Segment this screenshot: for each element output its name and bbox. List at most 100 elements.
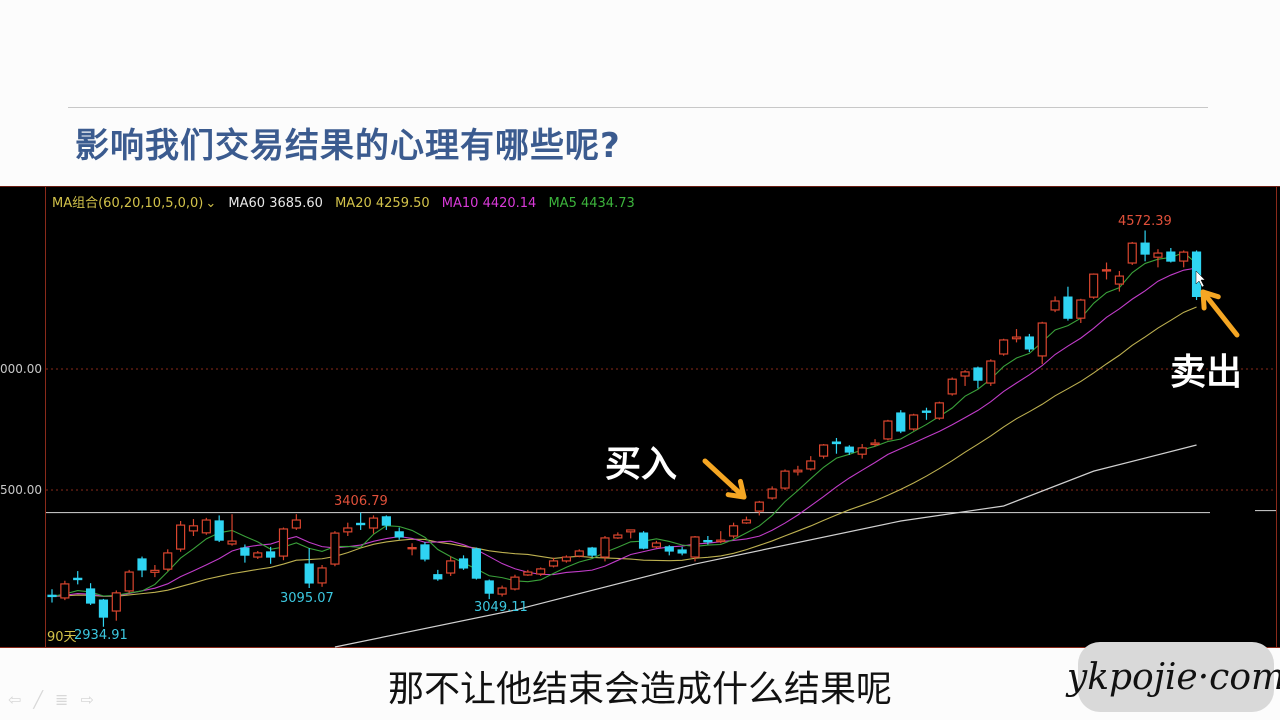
- candle-body: [291, 519, 301, 529]
- candle: [960, 370, 970, 386]
- candle: [47, 589, 57, 603]
- candle: [407, 543, 417, 556]
- candle: [137, 556, 147, 578]
- candle-body: [536, 568, 546, 575]
- candle-body: [446, 560, 456, 574]
- candle: [227, 514, 237, 546]
- ma5-line: [51, 252, 1197, 598]
- arrow-right-icon[interactable]: ⇨: [80, 690, 94, 709]
- candle-body: [1063, 296, 1073, 319]
- candle-body: [510, 576, 520, 590]
- candle-body: [986, 360, 996, 384]
- chevron-down-icon[interactable]: ⌄: [205, 196, 217, 211]
- candle-body: [1101, 269, 1112, 272]
- candle: [986, 359, 996, 386]
- candle: [703, 535, 713, 545]
- candle-body: [741, 519, 752, 524]
- candle: [780, 469, 790, 491]
- candle-body: [793, 469, 803, 473]
- y-tick-label: 500.00: [0, 483, 42, 497]
- candle: [536, 567, 546, 576]
- candle-body: [728, 525, 739, 537]
- candle-body: [780, 470, 790, 489]
- candle-body: [1076, 299, 1086, 319]
- pen-icon[interactable]: ╱: [33, 690, 44, 709]
- label-low1: 3095.07: [280, 591, 334, 606]
- candle: [1063, 286, 1073, 321]
- candle: [600, 535, 610, 562]
- candle: [446, 556, 456, 576]
- candle-body: [934, 402, 944, 419]
- candle: [574, 549, 584, 558]
- candle: [1011, 329, 1022, 343]
- candle-body: [253, 552, 263, 558]
- candle-body: [677, 549, 687, 554]
- candle: [266, 546, 276, 564]
- candle: [947, 377, 957, 396]
- candle: [973, 366, 983, 389]
- ma20-line: [51, 306, 1197, 598]
- candle: [458, 555, 469, 570]
- candle-body: [947, 378, 957, 395]
- candle: [253, 550, 263, 559]
- label-low: 2934.91: [74, 628, 128, 643]
- candle: [1127, 241, 1137, 265]
- arrow-left-icon[interactable]: ⇦: [8, 690, 22, 709]
- candle: [60, 580, 70, 601]
- candle-body: [638, 532, 649, 549]
- candle: [176, 520, 186, 552]
- candle: [240, 544, 250, 563]
- candle-body: [896, 412, 906, 432]
- candle: [548, 557, 559, 568]
- candle-body: [137, 558, 147, 571]
- candle-body: [1011, 336, 1022, 340]
- candle-body: [98, 599, 109, 618]
- candle-body: [420, 544, 430, 560]
- candle: [188, 519, 199, 536]
- candle: [471, 547, 481, 580]
- candle: [664, 545, 674, 556]
- candle-body: [818, 444, 829, 457]
- candle-body: [857, 447, 867, 455]
- candle: [1101, 262, 1112, 280]
- candle-body: [240, 547, 250, 556]
- candle-body: [1114, 275, 1124, 285]
- candle-body: [1037, 322, 1047, 357]
- candle-body: [60, 583, 70, 599]
- candle-body: [471, 548, 481, 579]
- candle-body: [960, 371, 970, 377]
- candle: [716, 531, 726, 544]
- candle-body: [73, 577, 83, 581]
- candle-body: [1153, 252, 1163, 258]
- legend-ma60: MA60 3685.60: [228, 196, 323, 211]
- ma-group-selector[interactable]: MA组合(60,20,10,5,0,0): [52, 196, 204, 211]
- buy-annotation: 买入: [605, 444, 678, 485]
- candle: [651, 540, 662, 549]
- candle: [690, 535, 700, 562]
- candle-body: [767, 488, 777, 499]
- candle: [214, 515, 224, 543]
- candle: [754, 500, 764, 516]
- candle: [433, 569, 443, 581]
- candle-body: [651, 542, 662, 548]
- candle-body: [304, 563, 314, 584]
- candle-body: [163, 552, 173, 570]
- chart-left-border: [45, 187, 46, 648]
- candle: [85, 583, 96, 605]
- candle: [677, 546, 687, 556]
- sell-arrow-icon: [1200, 289, 1240, 338]
- candle-body: [47, 594, 57, 598]
- candle-body: [600, 537, 610, 558]
- label-low2: 3049.11: [474, 600, 528, 615]
- candle: [394, 527, 404, 540]
- candle: [98, 598, 109, 627]
- candle-body: [574, 550, 584, 557]
- candle: [201, 517, 211, 535]
- legend-ma20: MA20 4259.50: [335, 196, 430, 211]
- menu-icon[interactable]: ≣: [55, 690, 69, 709]
- slide-nav: ⇦ ╱ ≣ ⇨: [8, 690, 94, 709]
- buy-arrow-icon-head: [725, 478, 747, 500]
- candle-body: [150, 569, 160, 573]
- candle-body: [317, 567, 327, 584]
- candle: [523, 569, 533, 576]
